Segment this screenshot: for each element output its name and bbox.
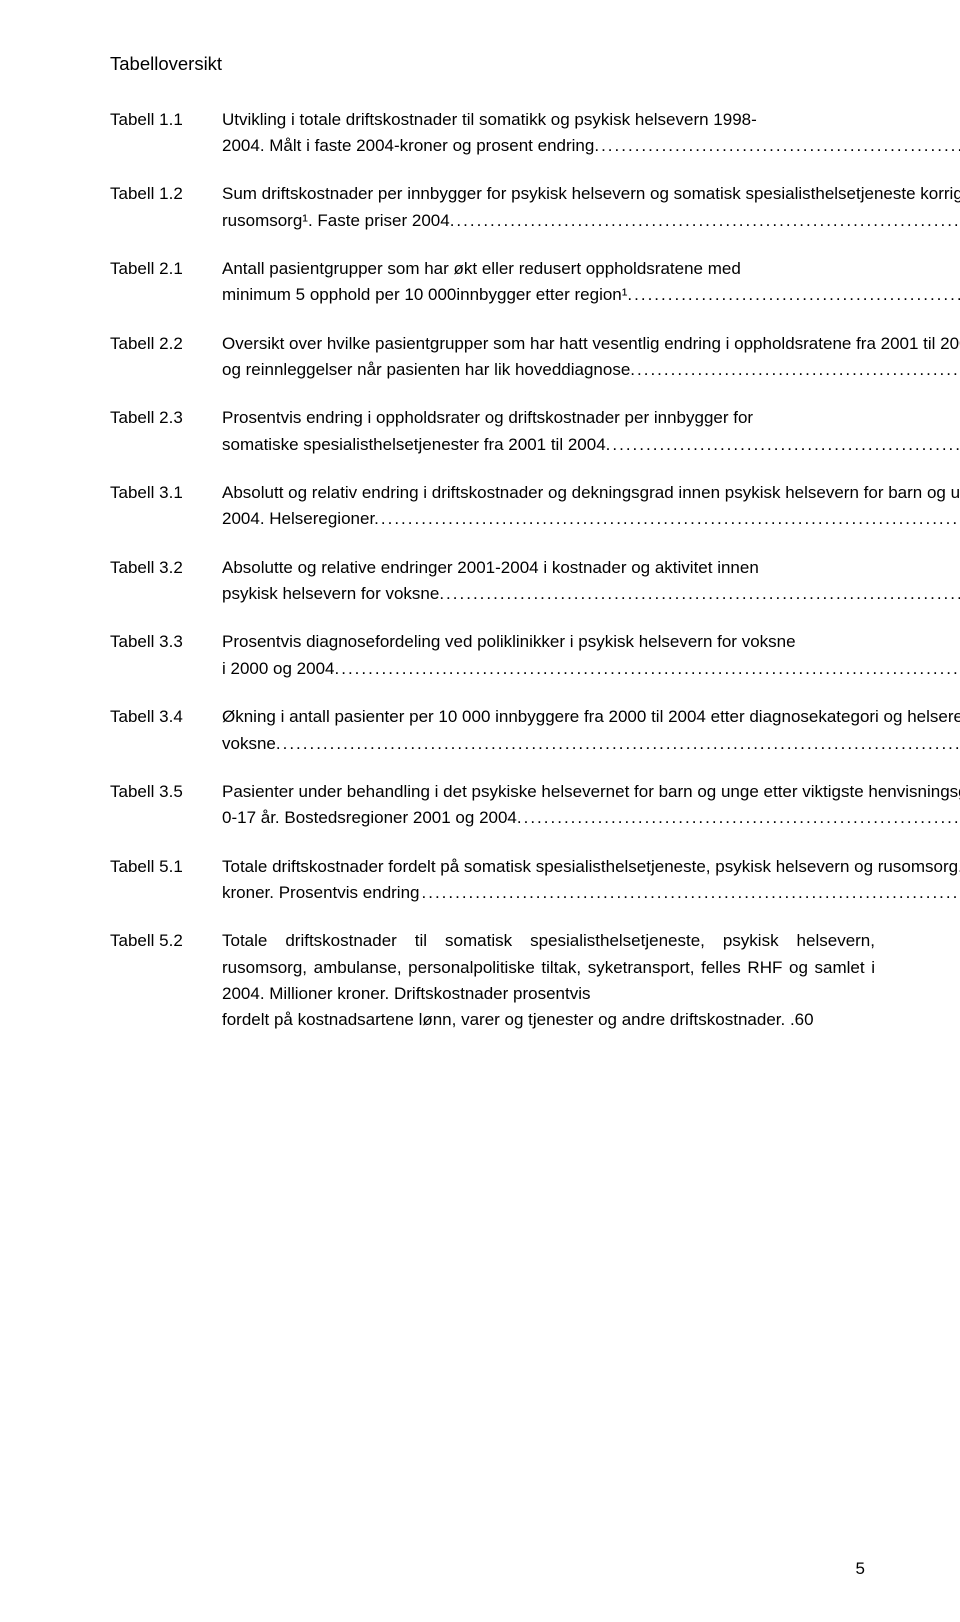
- entry-text-pre: Prosentvis diagnosefordeling ved polikli…: [222, 629, 960, 655]
- entry-last-line: fordelt på kostnadsartene lønn, varer og…: [222, 1007, 875, 1033]
- entry-body: Økning i antall pasienter per 10 000 inn…: [222, 704, 960, 757]
- entry-last-line: minimum 5 opphold per 10 000innbygger et…: [222, 282, 960, 308]
- entry-last-line: 0-17 år. Bostedsregioner 2001 og 2004. 5…: [222, 805, 960, 831]
- page-title: Tabelloversikt: [110, 50, 875, 79]
- entry-text-pre: Oversikt over hvilke pasientgrupper som …: [222, 331, 960, 357]
- entry-last-line: rusomsorg¹. Faste priser 2004. 20: [222, 208, 960, 234]
- entry-text-last: i 2000 og 2004.: [222, 656, 339, 682]
- entry-last-line: 2004. Helseregioner. 42: [222, 506, 960, 532]
- entry-label: Tabell 2.1: [110, 256, 222, 282]
- dot-leader: [422, 880, 960, 906]
- dot-leader: [612, 432, 960, 458]
- entry-text-pre: Totale driftskostnader fordelt på somati…: [222, 854, 960, 880]
- entry-label: Tabell 1.1: [110, 107, 222, 133]
- entry-body: Pasienter under behandling i det psykisk…: [222, 779, 960, 832]
- toc-entry: Tabell 1.1 Utvikling i totale driftskost…: [110, 107, 875, 160]
- entry-text-last: og reinnleggelser når pasienten har lik …: [222, 357, 635, 383]
- toc-entry: Tabell 2.1 Antall pasientgrupper som har…: [110, 256, 875, 309]
- entry-last-line: i 2000 og 2004. 52: [222, 656, 960, 682]
- entry-text-pre: Sum driftskostnader per innbygger for ps…: [222, 181, 960, 207]
- dot-leader: [283, 731, 960, 757]
- entry-label: Tabell 1.2: [110, 181, 222, 207]
- entry-text-pre: Antall pasientgrupper som har økt eller …: [222, 256, 960, 282]
- entry-body: Antall pasientgrupper som har økt eller …: [222, 256, 960, 309]
- entry-text-last: minimum 5 opphold per 10 000innbygger et…: [222, 282, 632, 308]
- entry-label: Tabell 2.2: [110, 331, 222, 357]
- entry-label: Tabell 5.2: [110, 928, 222, 954]
- toc-entry: Tabell 5.2 Totale driftskostnader til so…: [110, 928, 875, 1033]
- toc-entry: Tabell 3.1 Absolutt og relativ endring i…: [110, 480, 875, 533]
- page-container: Tabelloversikt Tabell 1.1 Utvikling i to…: [0, 0, 960, 1622]
- dot-leader: [637, 357, 960, 383]
- dot-leader: [634, 282, 960, 308]
- entry-text-last: 2004. Målt i faste 2004-kroner og prosen…: [222, 133, 599, 159]
- entry-text-last: kroner. Prosentvis endring: [222, 880, 420, 906]
- entry-last-line: psykisk helsevern for voksne. 49: [222, 581, 960, 607]
- entry-label: Tabell 3.5: [110, 779, 222, 805]
- dot-leader: [341, 656, 960, 682]
- entry-text-last: rusomsorg¹. Faste priser 2004.: [222, 208, 454, 234]
- dot-leader: [446, 581, 960, 607]
- entry-text-last: voksne.: [222, 731, 281, 757]
- entry-text-pre: Prosentvis endring i oppholdsrater og dr…: [222, 405, 960, 431]
- toc-entry: Tabell 5.1 Totale driftskostnader fordel…: [110, 854, 875, 907]
- entry-text-pre: Absolutte og relative endringer 2001-200…: [222, 555, 960, 581]
- entry-body: Absolutt og relativ endring i driftskost…: [222, 480, 960, 533]
- entry-body: Prosentvis endring i oppholdsrater og dr…: [222, 405, 960, 458]
- entry-text-pre: Absolutt og relativ endring i driftskost…: [222, 480, 960, 506]
- entry-body: Totale driftskostnader til somatisk spes…: [222, 928, 875, 1033]
- dot-leader: [601, 133, 960, 159]
- toc-entry: Tabell 3.4 Økning i antall pasienter per…: [110, 704, 875, 757]
- toc-entry: Tabell 1.2 Sum driftskostnader per innby…: [110, 181, 875, 234]
- entry-text-pre: Totale driftskostnader til somatisk spes…: [222, 928, 875, 1007]
- entry-text-last: 2004. Helseregioner.: [222, 506, 379, 532]
- entry-last-line: somatiske spesialisthelsetjenester fra 2…: [222, 432, 960, 458]
- entry-body: Sum driftskostnader per innbygger for ps…: [222, 181, 960, 234]
- entry-label: Tabell 3.3: [110, 629, 222, 655]
- toc-entry: Tabell 3.5 Pasienter under behandling i …: [110, 779, 875, 832]
- entry-body: Prosentvis diagnosefordeling ved polikli…: [222, 629, 960, 682]
- entry-body: Oversikt over hvilke pasientgrupper som …: [222, 331, 960, 384]
- entry-text-last: fordelt på kostnadsartene lønn, varer og…: [222, 1007, 795, 1033]
- entry-text-last: 0-17 år. Bostedsregioner 2001 og 2004.: [222, 805, 522, 831]
- toc-entry: Tabell 3.3 Prosentvis diagnosefordeling …: [110, 629, 875, 682]
- entry-label: Tabell 3.1: [110, 480, 222, 506]
- entry-body: Utvikling i totale driftskostnader til s…: [222, 107, 960, 160]
- entry-label: Tabell 5.1: [110, 854, 222, 880]
- dot-leader: [381, 506, 960, 532]
- entry-text-pre: Økning i antall pasienter per 10 000 inn…: [222, 704, 960, 730]
- entry-last-line: voksne. 52: [222, 731, 960, 757]
- entry-text-last: somatiske spesialisthelsetjenester fra 2…: [222, 432, 610, 458]
- entry-label: Tabell 3.2: [110, 555, 222, 581]
- dot-leader: [524, 805, 960, 831]
- entry-last-line: og reinnleggelser når pasienten har lik …: [222, 357, 960, 383]
- entry-body: Totale driftskostnader fordelt på somati…: [222, 854, 960, 907]
- entry-last-line: kroner. Prosentvis endring 59: [222, 880, 960, 906]
- page-number: 5: [856, 1556, 865, 1582]
- entry-text-last: psykisk helsevern for voksne.: [222, 581, 444, 607]
- toc-entry: Tabell 3.2 Absolutte og relative endring…: [110, 555, 875, 608]
- entry-body: Absolutte og relative endringer 2001-200…: [222, 555, 960, 608]
- entry-label: Tabell 3.4: [110, 704, 222, 730]
- entry-page: 60: [795, 1007, 814, 1033]
- entry-text-pre: Utvikling i totale driftskostnader til s…: [222, 107, 960, 133]
- entry-label: Tabell 2.3: [110, 405, 222, 431]
- toc-entry: Tabell 2.2 Oversikt over hvilke pasientg…: [110, 331, 875, 384]
- entry-text-pre: Pasienter under behandling i det psykisk…: [222, 779, 960, 805]
- entry-last-line: 2004. Målt i faste 2004-kroner og prosen…: [222, 133, 960, 159]
- toc-entry: Tabell 2.3 Prosentvis endring i oppholds…: [110, 405, 875, 458]
- dot-leader: [456, 208, 960, 234]
